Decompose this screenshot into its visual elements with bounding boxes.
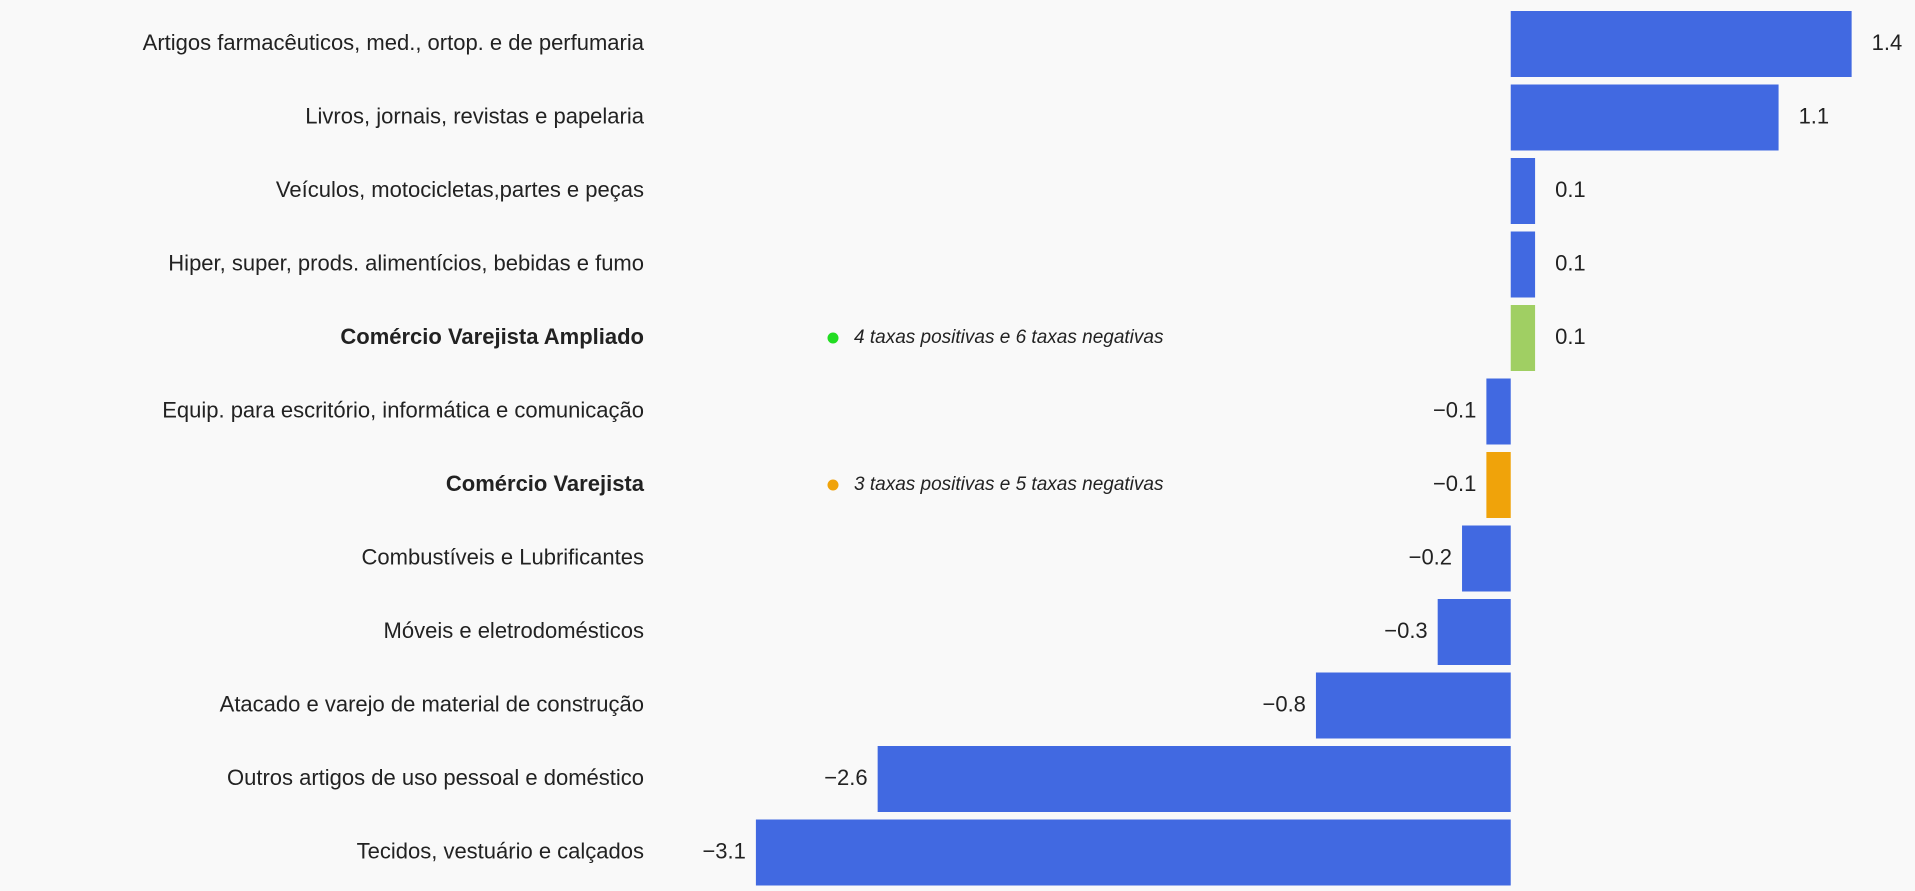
category-label: Atacado e varejo de material de construç… bbox=[220, 691, 644, 716]
bar bbox=[1462, 525, 1511, 592]
value-label: −0.1 bbox=[1433, 397, 1476, 422]
bar bbox=[1510, 11, 1852, 77]
bar bbox=[1510, 305, 1536, 371]
category-label: Móveis e eletrodomésticos bbox=[384, 618, 644, 643]
value-label: −2.6 bbox=[824, 765, 867, 790]
bar bbox=[1486, 452, 1511, 518]
value-label: 0.1 bbox=[1555, 177, 1586, 202]
category-label: Artigos farmacêuticos, med., ortop. e de… bbox=[143, 30, 645, 55]
value-label: 0.1 bbox=[1555, 324, 1586, 349]
category-label: Hiper, super, prods. alimentícios, bebid… bbox=[168, 250, 644, 275]
category-label: Comércio Varejista Ampliado bbox=[340, 324, 644, 349]
category-label: Equip. para escritório, informática e co… bbox=[162, 397, 644, 422]
category-label: Livros, jornais, revistas e papelaria bbox=[305, 103, 644, 128]
note: 4 taxas positivas e 6 taxas negativas bbox=[854, 327, 1164, 348]
category-label: Outros artigos de uso pessoal e doméstic… bbox=[227, 765, 644, 790]
value-label: −0.8 bbox=[1262, 691, 1305, 716]
bar bbox=[1510, 84, 1779, 151]
bar bbox=[1510, 158, 1536, 224]
bar bbox=[1486, 378, 1511, 445]
note-dot bbox=[827, 332, 839, 344]
value-label: −0.2 bbox=[1409, 544, 1452, 569]
value-label: 1.4 bbox=[1872, 30, 1903, 55]
note-dot bbox=[827, 479, 839, 491]
value-label: −0.1 bbox=[1433, 471, 1476, 496]
category-label: Veículos, motocicletas,partes e peças bbox=[276, 177, 644, 202]
category-label: Comércio Varejista bbox=[446, 471, 645, 496]
category-label: Combustíveis e Lubrificantes bbox=[362, 544, 644, 569]
value-label: 0.1 bbox=[1555, 250, 1586, 275]
bar bbox=[1510, 231, 1536, 298]
value-label: −0.3 bbox=[1384, 618, 1427, 643]
bar bbox=[1437, 599, 1511, 665]
note: 3 taxas positivas e 5 taxas negativas bbox=[854, 474, 1164, 495]
bar bbox=[877, 746, 1511, 812]
bar bbox=[1315, 672, 1511, 739]
value-label: 1.1 bbox=[1799, 103, 1830, 128]
value-label: −3.1 bbox=[702, 838, 745, 863]
category-label: Tecidos, vestuário e calçados bbox=[357, 838, 644, 863]
bar bbox=[755, 819, 1511, 886]
